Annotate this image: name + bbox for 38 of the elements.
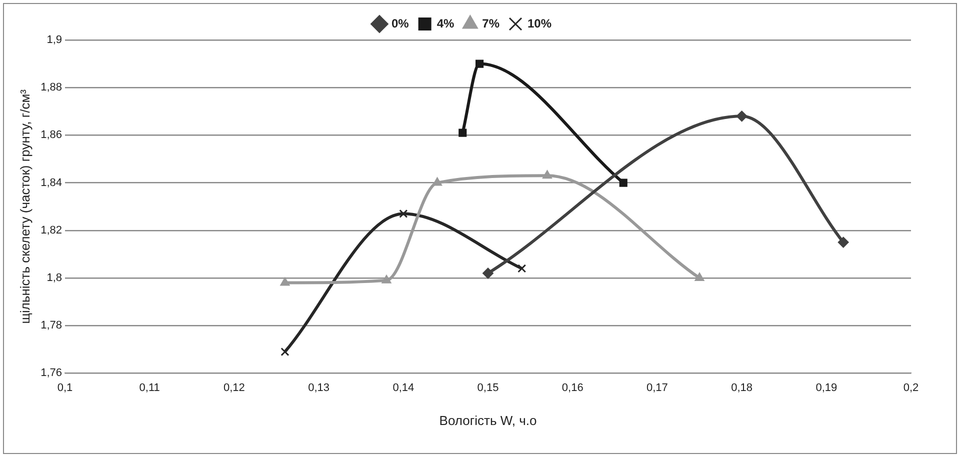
- point: [482, 268, 494, 279]
- point: [476, 60, 484, 68]
- x-tick-label: 0,1: [57, 382, 73, 394]
- point: [280, 347, 290, 356]
- y-axis-title: щільність скелету (часток) грунту, г/см³: [17, 88, 32, 324]
- y-tick-label: 1,76: [40, 367, 62, 380]
- y-tick-label: 1,78: [40, 320, 62, 332]
- legend-label: 7%: [482, 16, 500, 30]
- x-tick-label: 0,15: [477, 382, 499, 394]
- y-tick-label: 1,88: [40, 82, 62, 94]
- point: [382, 274, 392, 284]
- x-tick-label: 0,2: [903, 382, 919, 394]
- point: [694, 272, 704, 281]
- x-tick-label: 0,14: [392, 382, 414, 394]
- x-tick-label: 0,11: [139, 382, 160, 394]
- y-tick-label: 1,86: [40, 129, 62, 142]
- legend-label: 4%: [436, 16, 454, 30]
- point: [736, 110, 748, 122]
- point: [458, 128, 467, 137]
- y-tick-label: 1,9: [46, 34, 62, 46]
- y-tick-label: 1,82: [40, 224, 62, 236]
- point: [399, 209, 408, 218]
- point: [280, 277, 290, 286]
- legend-label: 0%: [391, 16, 410, 30]
- legend-label: 10%: [528, 16, 552, 30]
- x-tick-label: 0,19: [816, 382, 838, 394]
- x-tick-label: 0,12: [223, 382, 245, 394]
- x-tick-label: 0,16: [562, 382, 584, 394]
- x-tick-label: 0,13: [308, 382, 330, 394]
- y-tick-label: 1,8: [46, 272, 62, 284]
- x-tick-label: 0,18: [731, 382, 753, 394]
- x-tick-label: 0,17: [646, 382, 668, 394]
- y-tick-label: 1,84: [40, 176, 62, 189]
- point: [542, 170, 552, 179]
- point: [619, 178, 628, 187]
- point: [838, 236, 849, 248]
- point: [518, 264, 526, 273]
- x-axis-title: Вологість W, ч.о: [439, 412, 537, 428]
